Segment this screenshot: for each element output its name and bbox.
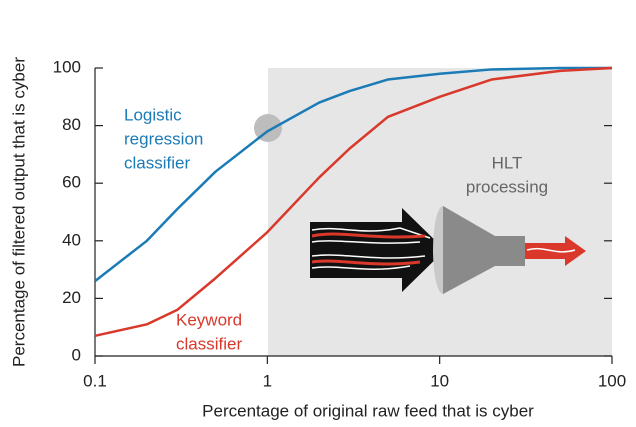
legend-label: Keyword bbox=[176, 310, 242, 329]
x-tick-label: 1 bbox=[263, 371, 272, 390]
chart: Percentage of original raw feed that is … bbox=[0, 0, 636, 427]
annotation: processing bbox=[466, 177, 548, 196]
x-tick-label: 100 bbox=[598, 371, 626, 390]
legend-label: classifier bbox=[176, 334, 242, 353]
legend-label: classifier bbox=[124, 153, 190, 172]
annotation: HLT bbox=[492, 153, 523, 172]
y-tick-label: 0 bbox=[72, 345, 81, 364]
x-axis-label: Percentage of original raw feed that is … bbox=[202, 401, 534, 420]
x-tick-label: 10 bbox=[430, 371, 449, 390]
x-tick-label: 0.1 bbox=[83, 371, 107, 390]
y-tick-label: 60 bbox=[62, 173, 81, 192]
y-tick-label: 80 bbox=[62, 115, 81, 134]
legend-label: regression bbox=[124, 129, 203, 148]
y-tick-label: 20 bbox=[62, 288, 81, 307]
y-axis-label: Percentage of filtered output that is cy… bbox=[9, 57, 28, 367]
y-tick-label: 40 bbox=[62, 230, 81, 249]
legend-label: Logistic bbox=[124, 105, 182, 124]
y-tick-label: 100 bbox=[53, 57, 81, 76]
